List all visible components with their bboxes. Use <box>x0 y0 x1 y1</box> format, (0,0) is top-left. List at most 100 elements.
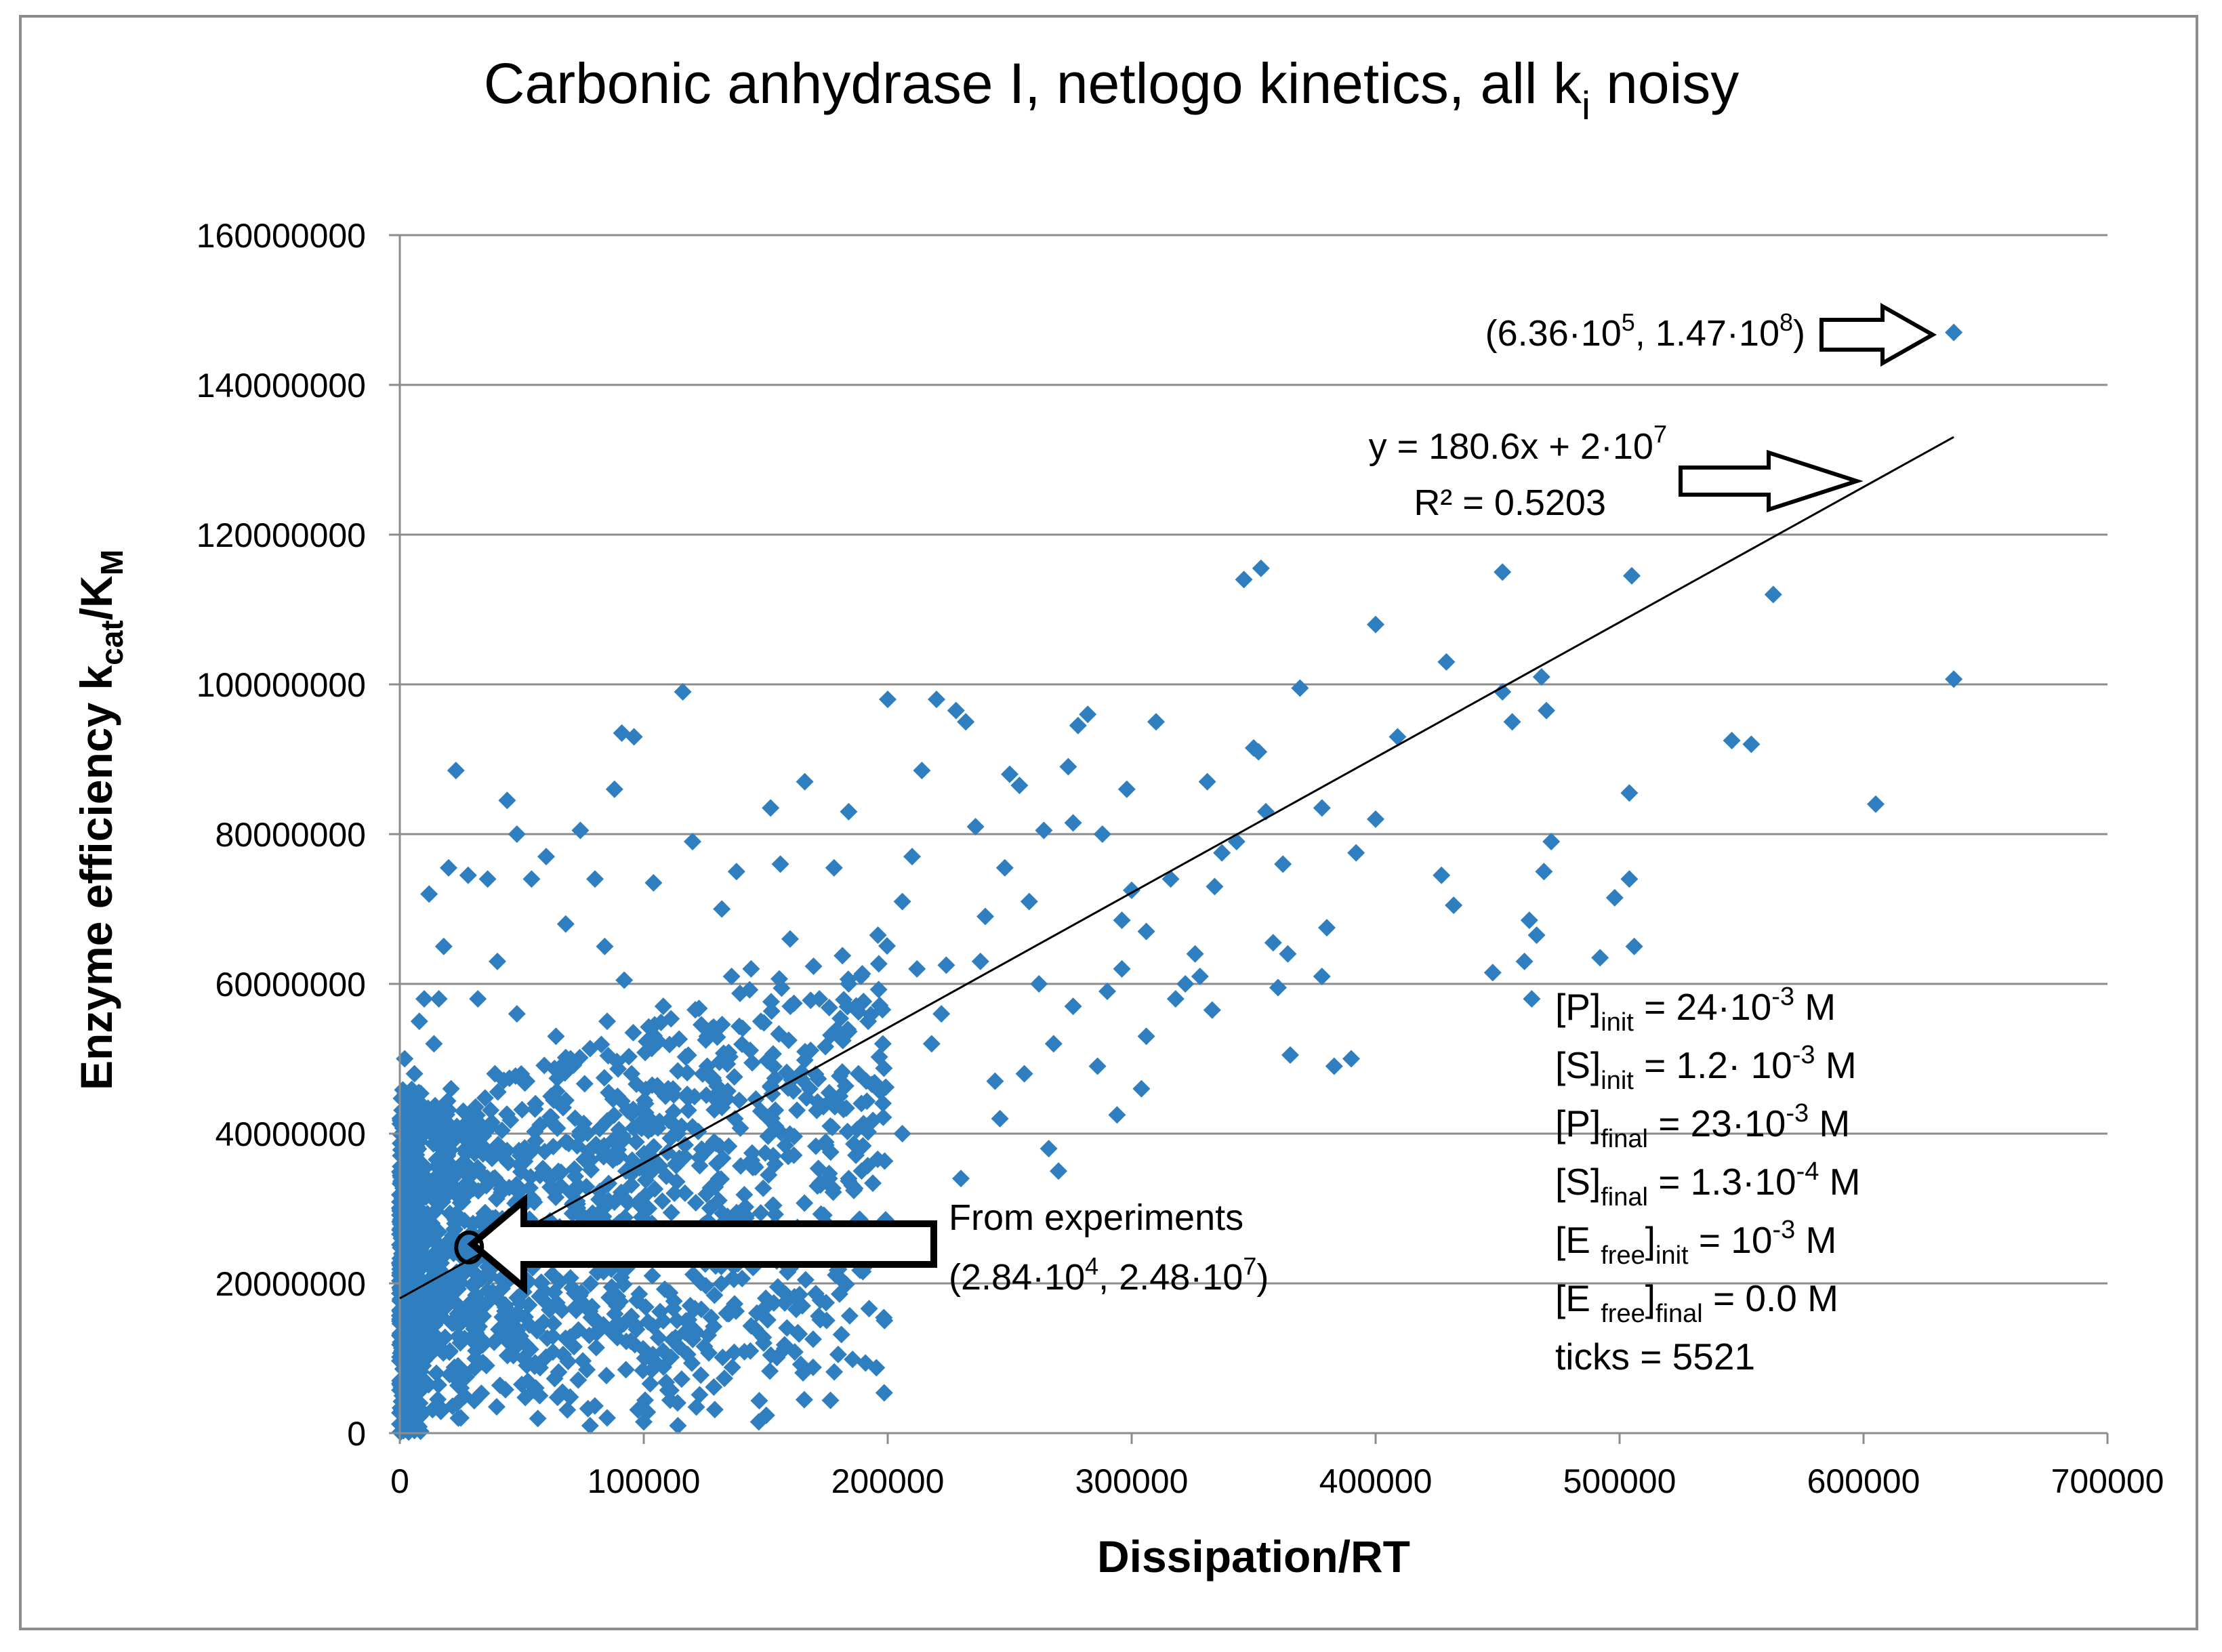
cloud-point <box>491 1376 509 1395</box>
cloud-point <box>755 1334 773 1352</box>
y-axis-label: Enzyme efficiency kcat/KM <box>71 550 129 1090</box>
cloud-point <box>455 1387 474 1405</box>
cloud-point <box>678 1064 697 1082</box>
cloud-point <box>531 1386 549 1405</box>
cloud-point <box>438 1172 456 1190</box>
data-point <box>794 1297 811 1315</box>
data-point <box>869 926 887 945</box>
cloud-point <box>587 1338 605 1357</box>
data-point <box>986 1072 1004 1090</box>
cloud-point <box>463 1276 481 1294</box>
cloud-point <box>449 1327 468 1346</box>
cloud-point <box>550 1363 568 1381</box>
top-point-label: (6.36·105, 1.47·108) <box>1485 308 1805 354</box>
cloud-point <box>485 1142 503 1160</box>
cloud-point <box>636 1094 655 1113</box>
cloud-point <box>725 1271 743 1289</box>
cloud-point <box>764 1196 782 1214</box>
y-tick-label: 160000000 <box>197 217 366 255</box>
cloud-point <box>394 1155 412 1174</box>
data-point <box>825 859 843 877</box>
cloud-point <box>493 1121 511 1140</box>
cloud-point <box>666 1329 684 1347</box>
cloud-point <box>705 1378 723 1397</box>
cloud-point <box>575 1115 593 1133</box>
cloud-point <box>429 1376 447 1394</box>
cloud-point <box>683 1117 701 1136</box>
y-tick-label: 140000000 <box>197 367 366 405</box>
data-point <box>1117 780 1136 798</box>
data-point <box>908 959 926 978</box>
data-point <box>1252 559 1270 577</box>
cloud-point <box>844 1350 862 1369</box>
cloud-point <box>757 1289 775 1307</box>
data-point <box>1523 990 1541 1008</box>
x-tick-label: 600000 <box>1807 1462 1920 1500</box>
data-point <box>437 1244 455 1262</box>
cloud-point <box>713 1015 731 1033</box>
data-point <box>1064 997 1082 1016</box>
cloud-point <box>521 1340 539 1359</box>
cloud-point <box>781 997 800 1016</box>
cloud-point <box>705 1401 724 1419</box>
y-tick-label: 20000000 <box>215 1265 366 1303</box>
data-point <box>1040 1140 1058 1158</box>
cloud-point <box>638 1113 657 1131</box>
data-point <box>928 690 945 709</box>
cloud-point <box>687 1323 705 1342</box>
parameter-line: [E free]final = 0.0 M <box>1555 1277 1838 1328</box>
data-point <box>957 713 975 731</box>
data-point <box>598 1012 616 1031</box>
data-point <box>1098 983 1116 1001</box>
data-point <box>1764 585 1782 604</box>
cloud-point <box>777 1063 796 1081</box>
cloud-point <box>529 1409 547 1428</box>
cloud-point <box>499 1153 518 1172</box>
y-tick-label: 120000000 <box>197 516 366 554</box>
data-point <box>478 1282 497 1300</box>
cloud-point <box>598 1112 617 1130</box>
data-point <box>1723 731 1741 749</box>
cloud-point <box>676 1136 694 1154</box>
chart-title: Carbonic anhydrase I, netlogo kinetics, … <box>484 51 1740 128</box>
data-point <box>1542 833 1561 851</box>
data-point <box>454 1102 472 1120</box>
cloud-point <box>526 1354 544 1372</box>
data-point <box>1620 870 1639 888</box>
data-point <box>669 1416 687 1434</box>
cloud-point <box>762 1002 781 1020</box>
data-point <box>820 1170 838 1188</box>
data-point <box>1030 975 1048 993</box>
cloud-point <box>735 1342 754 1361</box>
cloud-point <box>662 1203 680 1222</box>
cloud-point <box>720 1137 738 1155</box>
data-point <box>1945 323 1963 342</box>
cloud-point <box>516 1388 535 1407</box>
cloud-point <box>477 1357 495 1375</box>
data-point <box>1367 615 1384 634</box>
data-point <box>605 780 623 798</box>
data-point <box>893 892 911 911</box>
data-point <box>1198 772 1216 791</box>
data-point <box>508 825 526 843</box>
data-point <box>1176 975 1195 993</box>
data-point <box>397 1229 415 1247</box>
cloud-point <box>667 1173 686 1191</box>
data-point <box>932 1005 951 1023</box>
x-tick-label: 700000 <box>2051 1462 2164 1500</box>
cloud-point <box>646 1180 664 1198</box>
cloud-point <box>665 1184 684 1202</box>
cloud-point <box>392 1126 410 1144</box>
data-point <box>922 1035 941 1053</box>
data-point <box>1108 1106 1126 1124</box>
data-point <box>966 817 985 835</box>
cloud-point <box>768 1278 787 1296</box>
cloud-point <box>699 1326 718 1344</box>
x-tick-label: 0 <box>390 1462 409 1500</box>
data-point <box>752 1012 770 1031</box>
cloud-point <box>574 1352 592 1370</box>
data-point <box>547 1027 565 1046</box>
cloud-point <box>697 1277 715 1295</box>
cloud-point <box>567 1298 585 1316</box>
cloud-point <box>643 1076 661 1094</box>
